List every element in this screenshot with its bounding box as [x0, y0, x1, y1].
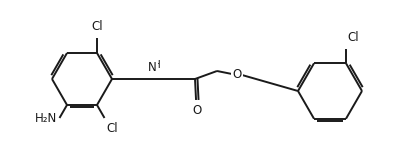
- Text: Cl: Cl: [346, 31, 358, 44]
- Text: O: O: [232, 69, 241, 82]
- Text: Cl: Cl: [106, 122, 118, 135]
- Text: N: N: [148, 61, 157, 74]
- Text: H: H: [152, 60, 160, 70]
- Text: H₂N: H₂N: [35, 112, 57, 125]
- Text: Cl: Cl: [91, 20, 102, 33]
- Text: O: O: [192, 104, 201, 117]
